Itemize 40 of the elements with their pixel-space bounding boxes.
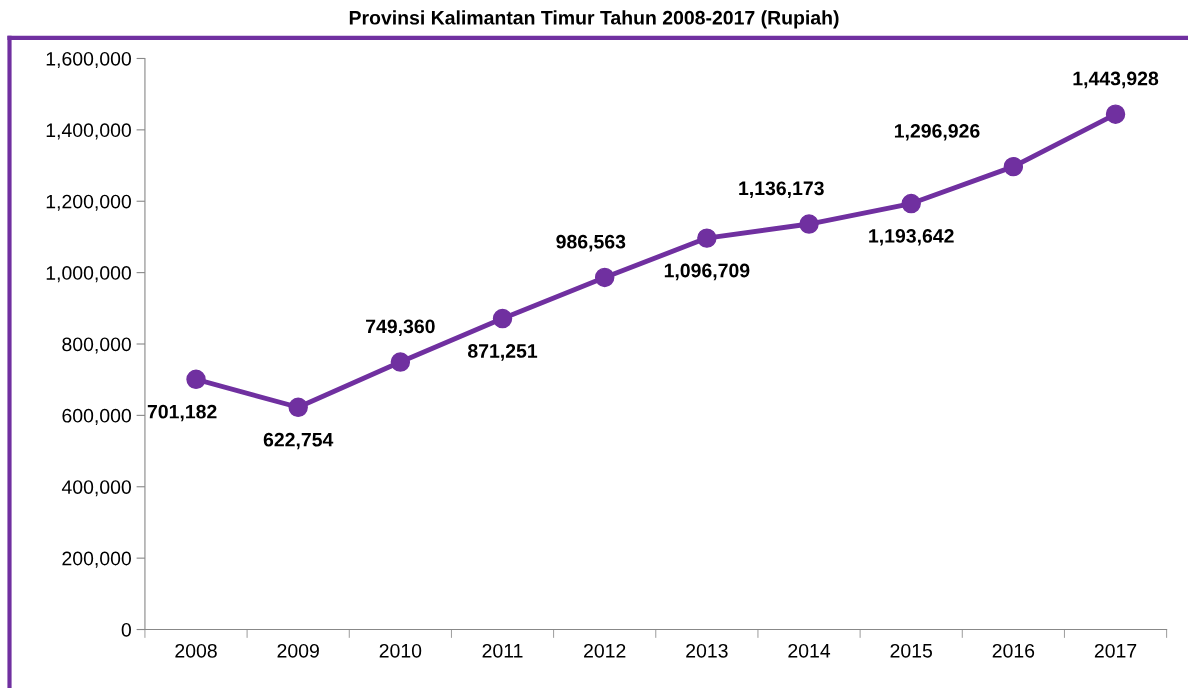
point: [492, 308, 513, 329]
y-tick-label: 0: [121, 622, 131, 637]
text: 871,251: [468, 344, 538, 361]
text: 1,136,173: [739, 181, 824, 198]
text: 1,296,926: [894, 124, 980, 141]
x-tick-label: 2009: [277, 643, 319, 658]
text: 1,193,642: [869, 229, 954, 246]
y-tick-label: 1,000,000: [46, 266, 131, 283]
text: 1,096,709: [664, 263, 750, 281]
x-tick-label: 2013: [686, 643, 728, 658]
x-tick-label: 2008: [175, 643, 217, 658]
x-tick-label: 2017: [1094, 643, 1137, 658]
text: 749,360: [366, 319, 435, 337]
point: [901, 193, 921, 214]
x-tick-label: 2016: [992, 643, 1035, 658]
y-tick-label: 1,400,000: [46, 123, 131, 140]
y-tick-label: 800,000: [62, 337, 131, 354]
x-tick-label: 2014: [788, 643, 831, 658]
y-tick-label: 1,600,000: [46, 51, 131, 69]
x-tick-label: 2015: [890, 643, 933, 658]
y-tick-label: 600,000: [62, 408, 131, 425]
point: [390, 352, 411, 372]
text: 1,443,928: [1073, 71, 1159, 89]
text: 622,754: [263, 432, 334, 450]
x-tick-label: 2010: [379, 643, 422, 658]
x-tick-label: 2011: [482, 643, 523, 658]
text: 986,563: [556, 234, 626, 252]
point: [288, 397, 308, 417]
chart-title: Provinsi Kalimantan Timur Tahun 2008-2017 (Rupiah): [349, 10, 839, 29]
point: [1105, 104, 1126, 124]
point: [186, 369, 206, 389]
y-tick-label: 400,000: [61, 480, 131, 497]
y-tick-label: 1,200,000: [46, 194, 131, 211]
point: [697, 228, 717, 248]
point: [1003, 156, 1024, 177]
point: [594, 267, 615, 288]
text: 701,182: [147, 404, 217, 422]
y-tick-label: 200,000: [62, 551, 131, 568]
point: [799, 214, 819, 234]
x-tick-label: 2012: [584, 643, 626, 658]
